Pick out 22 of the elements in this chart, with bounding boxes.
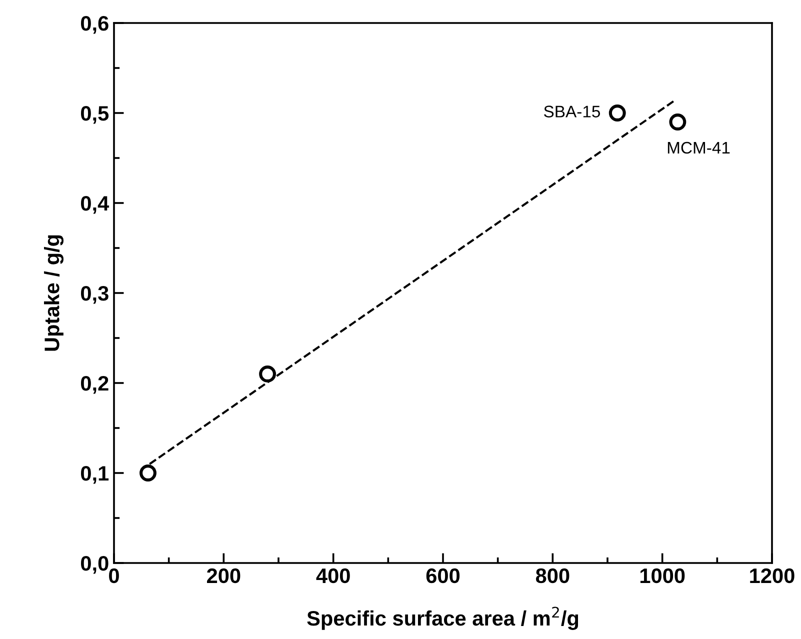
y-tick-label: 0,3 bbox=[81, 286, 108, 304]
x-tick-label: 800 bbox=[536, 568, 570, 584]
y-tick-label: 0,4 bbox=[81, 196, 110, 214]
point bbox=[669, 114, 686, 130]
y-tick-label: 0,2 bbox=[81, 376, 108, 394]
annotation: SBA-15 bbox=[544, 106, 600, 118]
y-axis-title: Uptake / g/g bbox=[44, 235, 64, 351]
x-tick-label: 600 bbox=[426, 568, 460, 584]
annotation: MCM-41 bbox=[668, 142, 730, 154]
point bbox=[608, 104, 626, 122]
point bbox=[140, 464, 156, 482]
y-tick-label: 0,0 bbox=[81, 556, 108, 574]
x-tick-label: 1000 bbox=[640, 568, 685, 584]
point bbox=[259, 366, 276, 382]
x-tick-label: 400 bbox=[316, 568, 350, 584]
x-tick-label: 1200 bbox=[750, 568, 794, 584]
x-tick-label: 0 bbox=[109, 568, 119, 584]
x-axis-title: Specific surface area / m$^{2}$/g bbox=[307, 606, 578, 630]
y-tick-label: 0,1 bbox=[81, 466, 109, 484]
y-tick-label: 0,5 bbox=[81, 106, 109, 124]
y-tick-label: 0,6 bbox=[81, 16, 108, 34]
x-tick-label: 200 bbox=[207, 568, 240, 584]
